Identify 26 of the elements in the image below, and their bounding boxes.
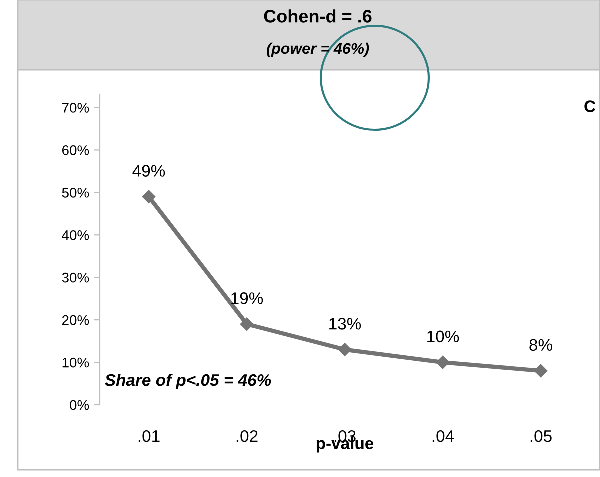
annotation: C: [584, 100, 596, 112]
y-tick-label: 50%: [62, 188, 90, 198]
point: [142, 190, 156, 204]
y-tick-label: 20%: [62, 315, 90, 326]
y-tick-label: 60%: [62, 146, 90, 156]
point: [436, 356, 450, 370]
data-label: 49%: [132, 165, 166, 177]
chart-subtitle: (power = 46%): [266, 42, 370, 58]
x-tick-label: .05: [530, 430, 552, 442]
annotation: Share of p<.05 = 46%: [105, 374, 272, 390]
y-tick-label: 70%: [62, 103, 90, 113]
data-label: 19%: [232, 292, 264, 304]
y-tick-label: 0%: [70, 400, 90, 410]
chart-title: Cohen-d = .6: [264, 10, 372, 23]
y-tick-label: 30%: [62, 272, 90, 283]
y-tick-label: 40%: [62, 230, 90, 240]
point: [338, 343, 352, 356]
point: [534, 364, 548, 378]
data-label: 10%: [428, 330, 460, 343]
x-tick-label: .01: [138, 430, 160, 442]
point: [240, 318, 254, 331]
y-tick-label: 10%: [62, 358, 90, 368]
x-tick-label: .02: [236, 430, 258, 442]
data-label: 13%: [330, 318, 362, 330]
x-tick-label: .04: [432, 430, 454, 442]
data-label: 8%: [530, 339, 552, 352]
